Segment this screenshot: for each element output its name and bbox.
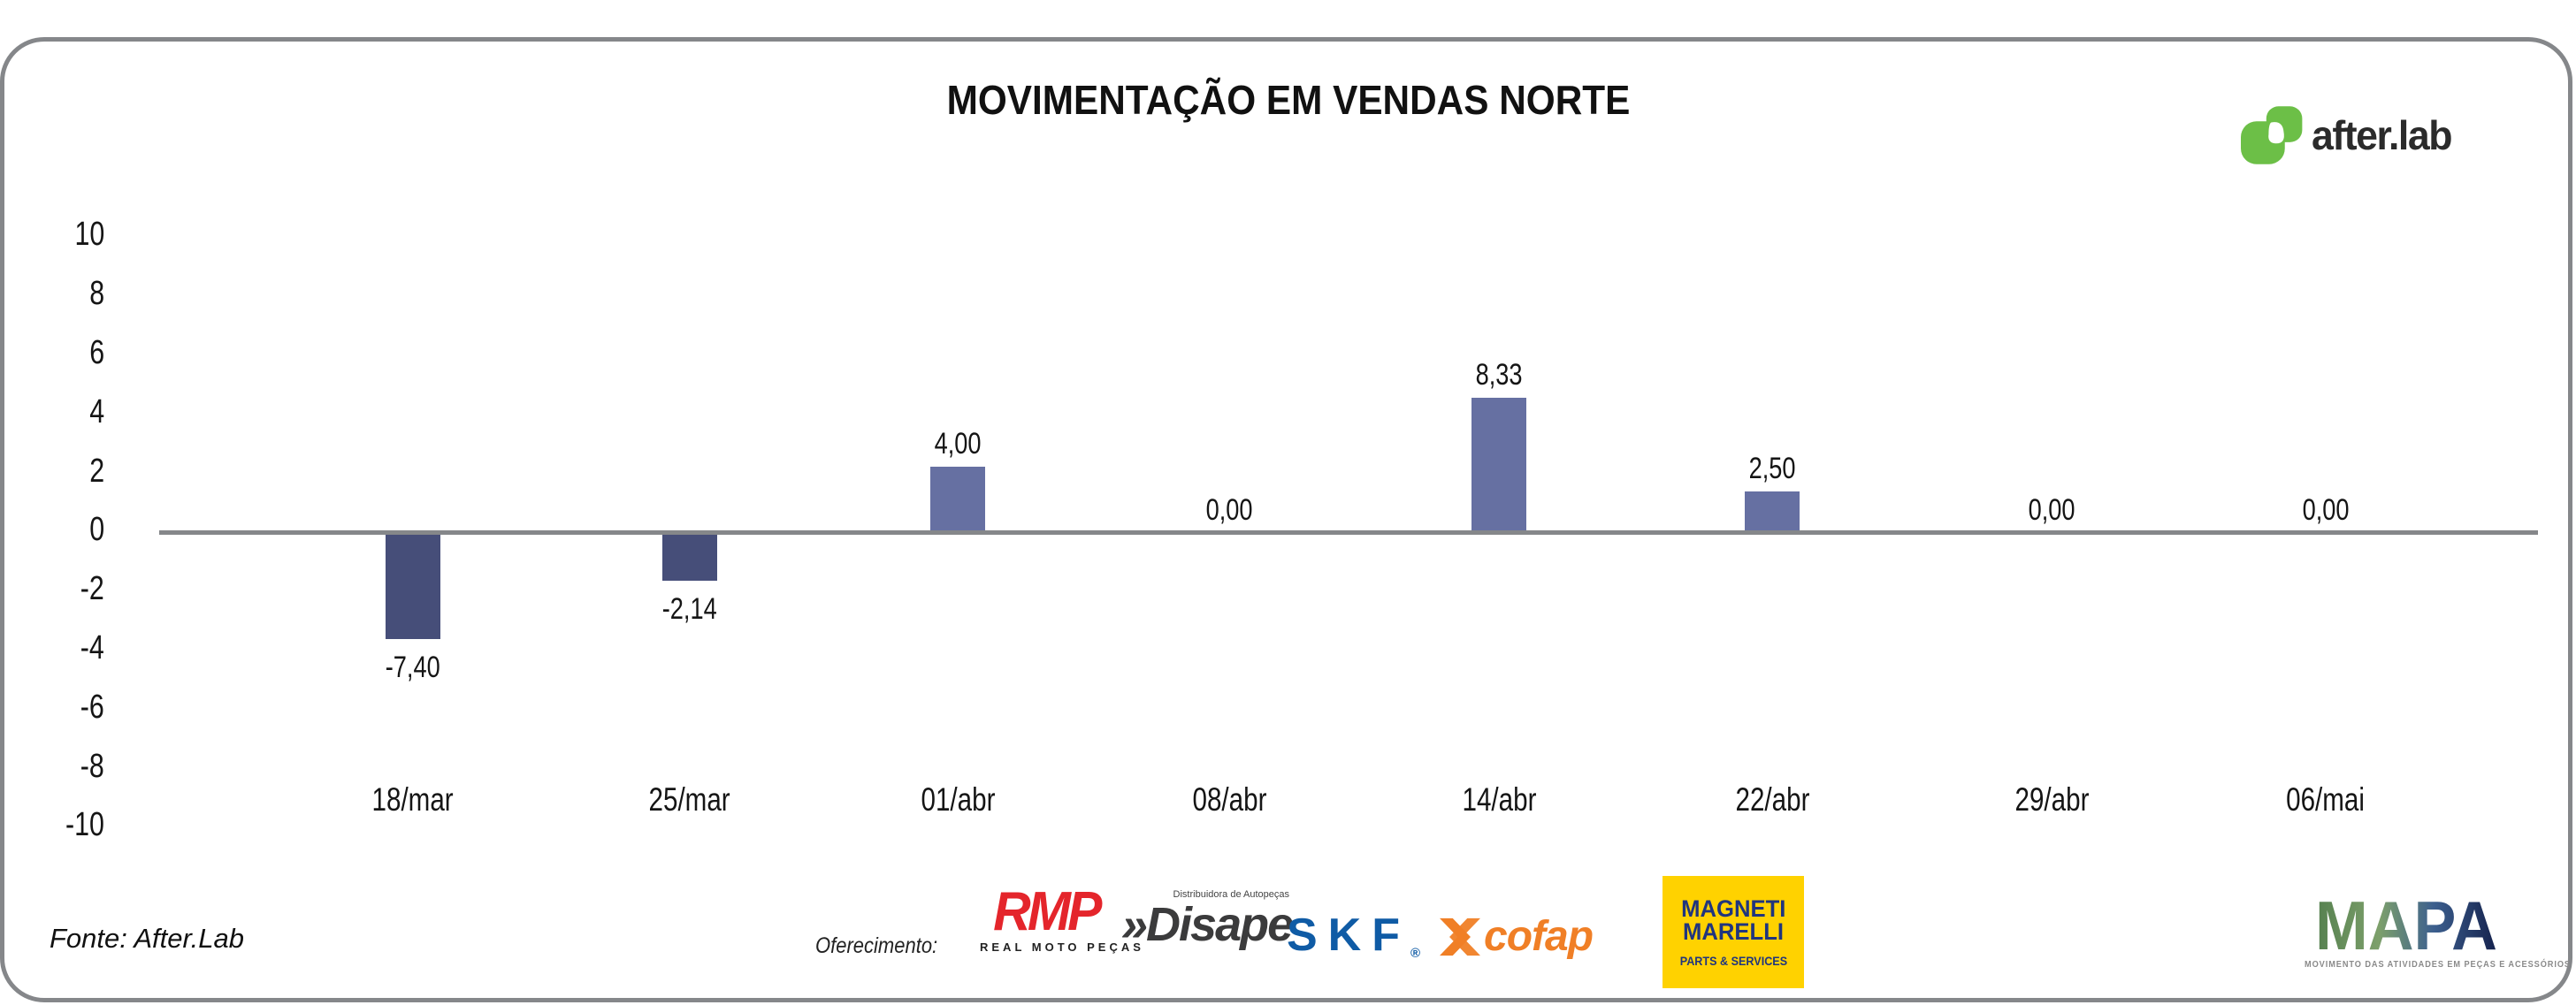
chart-title-text: MOVIMENTAÇÃO EM VENDAS NORTE xyxy=(946,77,1630,123)
y-tick--6: -6 xyxy=(80,688,104,726)
mapa-logo: MAPA MOVIMENTO DAS ATIVIDADES EM PEÇAS E… xyxy=(2296,887,2571,970)
rmp-wordmark: RMP xyxy=(993,881,1102,942)
cofap-wordmark: cofap xyxy=(1484,913,1594,960)
skf-registered-mark: ® xyxy=(1410,946,1421,961)
x-label-18/mar: 18/mar xyxy=(371,781,455,818)
rmp-logo: RMP REAL MOTO PEÇAS xyxy=(980,881,1144,955)
y-tick-8: 8 xyxy=(89,275,104,313)
magneti-line2: MARELLI xyxy=(1682,917,1784,945)
card-border xyxy=(0,37,2572,1002)
x-label-22/abr: 22/abr xyxy=(1735,781,1809,818)
value-label-06/mai: 0,00 xyxy=(2302,493,2350,527)
disape-wordmark: »Disape xyxy=(1121,898,1294,951)
source-note: Fonte: After.Lab xyxy=(50,923,244,954)
y-tick-4: 4 xyxy=(89,392,104,430)
afterlab-wordmark: after.lab xyxy=(2312,112,2452,158)
bar-25/mar xyxy=(662,535,717,581)
value-label-29/abr: 0,00 xyxy=(2028,493,2075,527)
afterlab-logo: after.lab xyxy=(2241,104,2456,166)
x-label-06/mai: 06/mai xyxy=(2286,781,2366,818)
bar-22/abr xyxy=(1745,491,1800,533)
y-tick-10: 10 xyxy=(74,216,104,254)
zero-axis-line xyxy=(159,530,2538,535)
value-label-22/abr: 2,50 xyxy=(1748,452,1796,485)
skf-logo: SKF® xyxy=(1287,909,1420,962)
cofap-x-icon xyxy=(1440,917,1480,956)
x-label-01/abr: 01/abr xyxy=(921,781,995,818)
y-tick--2: -2 xyxy=(80,570,104,608)
value-label-14/abr: 8,33 xyxy=(1475,358,1523,392)
value-label-18/mar: -7,40 xyxy=(386,651,440,684)
afterlab-leaf-icon xyxy=(2241,106,2303,164)
disape-logo: Distribuidora de Autopeças »Disape xyxy=(1121,889,1294,951)
rmp-subtitle: REAL MOTO PEÇAS xyxy=(980,940,1144,954)
disape-subtitle: Distribuidora de Autopeças xyxy=(1173,889,1289,900)
sponsor-label: Oferecimento: xyxy=(815,933,938,958)
mapa-wordmark: MAPA xyxy=(2315,887,2497,964)
magneti-marelli-logo: MAGNETI MARELLI PARTS & SERVICES xyxy=(1663,876,1804,988)
y-tick-6: 6 xyxy=(89,334,104,371)
chart-title: MOVIMENTAÇÃO EM VENDAS NORTE xyxy=(0,76,2576,124)
y-tick-2: 2 xyxy=(89,452,104,490)
bar-01/abr xyxy=(930,467,985,533)
x-label-08/abr: 08/abr xyxy=(1192,781,1266,818)
skf-wordmark: SKF xyxy=(1287,910,1410,961)
y-tick--4: -4 xyxy=(80,629,104,666)
y-tick-0: 0 xyxy=(89,511,104,549)
y-tick--8: -8 xyxy=(80,747,104,785)
x-label-14/abr: 14/abr xyxy=(1462,781,1536,818)
y-tick--10: -10 xyxy=(65,806,104,844)
value-label-08/abr: 0,00 xyxy=(1205,493,1253,527)
x-label-25/mar: 25/mar xyxy=(648,781,731,818)
cofap-logo: cofap xyxy=(1440,912,1594,961)
mapa-tagline: MOVIMENTO DAS ATIVIDADES EM PEÇAS E ACES… xyxy=(2305,960,2571,970)
bar-18/mar xyxy=(386,535,440,639)
value-label-01/abr: 4,00 xyxy=(934,427,982,461)
magneti-line3: PARTS & SERVICES xyxy=(1679,953,1787,968)
magneti-line1: MAGNETI xyxy=(1680,895,1786,922)
value-label-25/mar: -2,14 xyxy=(662,592,717,626)
bar-14/abr xyxy=(1471,398,1526,533)
x-label-29/abr: 29/abr xyxy=(2014,781,2089,818)
